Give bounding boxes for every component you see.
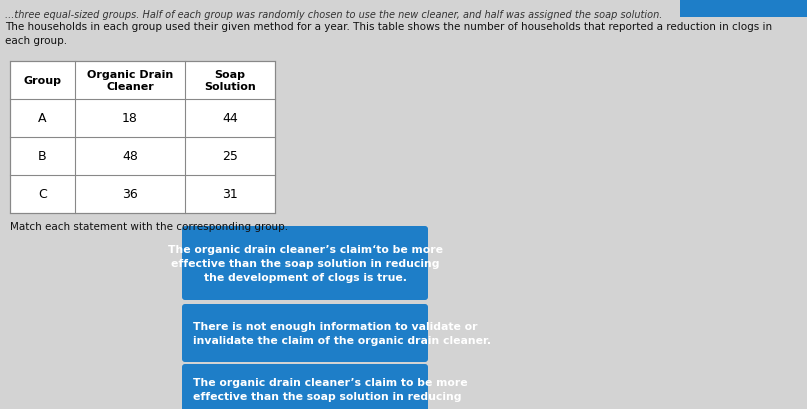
Text: 18: 18: [122, 112, 138, 125]
Text: The households in each group used their given method for a year. This table show: The households in each group used their …: [5, 22, 772, 46]
Text: 44: 44: [222, 112, 238, 125]
FancyBboxPatch shape: [182, 364, 428, 409]
Text: ...three equal-sized groups. Half of each group was randomly chosen to use the n: ...three equal-sized groups. Half of eac…: [5, 10, 663, 20]
Text: 48: 48: [122, 150, 138, 163]
Text: Organic Drain
Cleaner: Organic Drain Cleaner: [87, 70, 174, 92]
Text: C: C: [38, 188, 47, 201]
Text: B: B: [38, 150, 47, 163]
FancyBboxPatch shape: [680, 0, 807, 18]
Text: 31: 31: [222, 188, 238, 201]
Text: Match each statement with the corresponding group.: Match each statement with the correspond…: [10, 221, 288, 231]
Text: Soap
Solution: Soap Solution: [204, 70, 256, 92]
Text: A: A: [38, 112, 47, 125]
Text: The organic drain cleaner’s claim‘to be more
effective than the soap solution in: The organic drain cleaner’s claim‘to be …: [168, 245, 442, 282]
Text: Group: Group: [23, 76, 61, 86]
Text: 25: 25: [222, 150, 238, 163]
FancyBboxPatch shape: [182, 304, 428, 362]
Text: There is not enough information to validate or
invalidate the claim of the organ: There is not enough information to valid…: [193, 321, 491, 345]
Text: 36: 36: [122, 188, 138, 201]
Text: The organic drain cleaner’s claim to be more
effective than the soap solution in: The organic drain cleaner’s claim to be …: [193, 377, 467, 401]
FancyBboxPatch shape: [182, 227, 428, 300]
FancyBboxPatch shape: [10, 62, 275, 213]
